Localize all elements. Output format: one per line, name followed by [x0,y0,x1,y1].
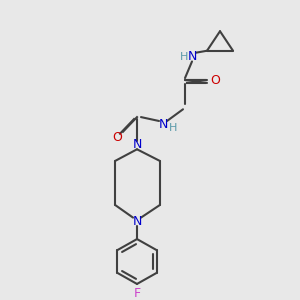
Text: H: H [169,123,177,133]
Text: O: O [112,131,122,144]
Text: N: N [132,215,142,228]
Text: N: N [132,138,142,151]
Text: N: N [187,50,197,63]
Text: H: H [180,52,188,61]
Text: N: N [158,118,168,131]
Text: O: O [210,74,220,88]
Text: F: F [134,287,141,300]
